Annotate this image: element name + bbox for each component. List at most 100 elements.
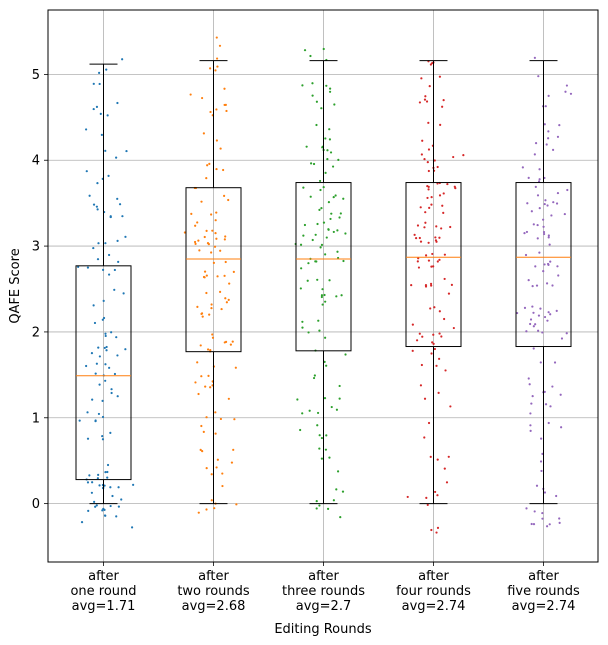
jitter-point <box>441 204 444 207</box>
jitter-point <box>200 96 204 100</box>
jitter-point <box>222 168 225 172</box>
jitter-point <box>206 164 209 167</box>
jitter-point <box>219 147 222 150</box>
jitter-point <box>551 385 554 388</box>
jitter-point <box>333 103 336 106</box>
jitter-point <box>541 511 544 515</box>
x-tick-label-line: two rounds <box>177 584 250 599</box>
jitter-point <box>328 138 332 141</box>
jitter-point <box>230 461 234 464</box>
jitter-point <box>532 347 535 350</box>
y-tick-label: 4 <box>32 154 40 169</box>
jitter-point <box>427 259 431 262</box>
jitter-point <box>320 457 323 460</box>
jitter-point <box>225 109 228 113</box>
jitter-point <box>328 87 332 90</box>
jitter-point <box>539 307 542 310</box>
jitter-point <box>311 94 314 97</box>
jitter-point <box>130 526 134 529</box>
jitter-point <box>565 332 568 335</box>
jitter-point <box>299 428 302 432</box>
jitter-point <box>205 508 208 511</box>
jitter-point <box>303 49 307 52</box>
jitter-point <box>435 225 438 228</box>
jitter-point <box>527 377 530 380</box>
jitter-point <box>219 417 223 421</box>
jitter-point <box>316 278 319 281</box>
jitter-point <box>110 388 113 391</box>
jitter-point <box>215 108 218 111</box>
jitter-point <box>334 194 337 197</box>
jitter-point <box>124 348 127 351</box>
jitter-point <box>299 243 303 246</box>
jitter-point <box>569 92 573 95</box>
jitter-point <box>300 267 303 270</box>
jitter-point <box>423 158 426 161</box>
jitter-points-layer <box>77 36 573 534</box>
jitter-point <box>210 251 213 254</box>
jitter-point <box>206 348 210 351</box>
jitter-point <box>523 306 527 309</box>
jitter-point <box>312 162 316 166</box>
jitter-point <box>96 182 99 185</box>
jitter-point <box>556 135 560 138</box>
jitter-point <box>227 298 230 301</box>
jitter-point <box>104 149 107 152</box>
jitter-point <box>566 188 569 192</box>
jitter-point <box>207 374 210 378</box>
jitter-point <box>332 230 335 234</box>
jitter-point <box>540 437 543 440</box>
jitter-point <box>202 132 205 135</box>
plot-frame <box>47 9 599 563</box>
jitter-point <box>431 252 434 256</box>
jitter-point <box>450 283 453 286</box>
jitter-point <box>118 203 122 206</box>
jitter-point <box>550 214 553 217</box>
jitter-point <box>543 315 547 319</box>
jitter-point <box>97 71 101 74</box>
jitter-point <box>427 121 430 124</box>
y-tick-label: 2 <box>32 325 40 340</box>
jitter-point <box>462 153 465 157</box>
jitter-point <box>231 340 234 343</box>
jitter-point <box>545 525 549 528</box>
jitter-point <box>194 242 197 245</box>
jitter-point <box>97 473 100 477</box>
jitter-point <box>205 291 208 295</box>
jitter-point <box>203 276 206 279</box>
jitter-point <box>452 326 455 330</box>
jitter-point <box>113 288 116 291</box>
jitter-point <box>106 470 109 474</box>
jitter-point <box>116 354 119 357</box>
jitter-point <box>531 394 534 398</box>
jitter-point <box>329 217 332 221</box>
jitter-point <box>205 176 208 180</box>
jitter-point <box>528 383 531 386</box>
jitter-point <box>296 398 299 401</box>
jitter-point <box>428 85 431 88</box>
jitter-point <box>521 166 524 169</box>
jitter-point <box>338 384 341 388</box>
jitter-point <box>303 223 307 227</box>
jitter-point <box>318 179 322 183</box>
jitter-point <box>427 185 430 188</box>
jitter-point <box>428 206 431 209</box>
jitter-point <box>414 237 418 240</box>
jitter-point <box>324 253 327 256</box>
jitter-point <box>410 283 413 287</box>
jitter-point <box>209 110 212 114</box>
jitter-point <box>111 494 114 498</box>
jitter-point <box>227 397 230 400</box>
jitter-point <box>525 507 528 510</box>
jitter-point <box>547 130 550 133</box>
jitter-point <box>440 227 443 230</box>
jitter-point <box>547 263 550 266</box>
jitter-point <box>429 455 432 458</box>
jitter-point <box>335 488 338 491</box>
jitter-point <box>535 284 539 287</box>
jitter-point <box>424 254 428 257</box>
jitter-point <box>320 207 323 210</box>
x-tick-label: after one round avg=1.71 <box>70 569 136 614</box>
jitter-point <box>558 124 561 127</box>
jitter-point <box>214 432 217 435</box>
